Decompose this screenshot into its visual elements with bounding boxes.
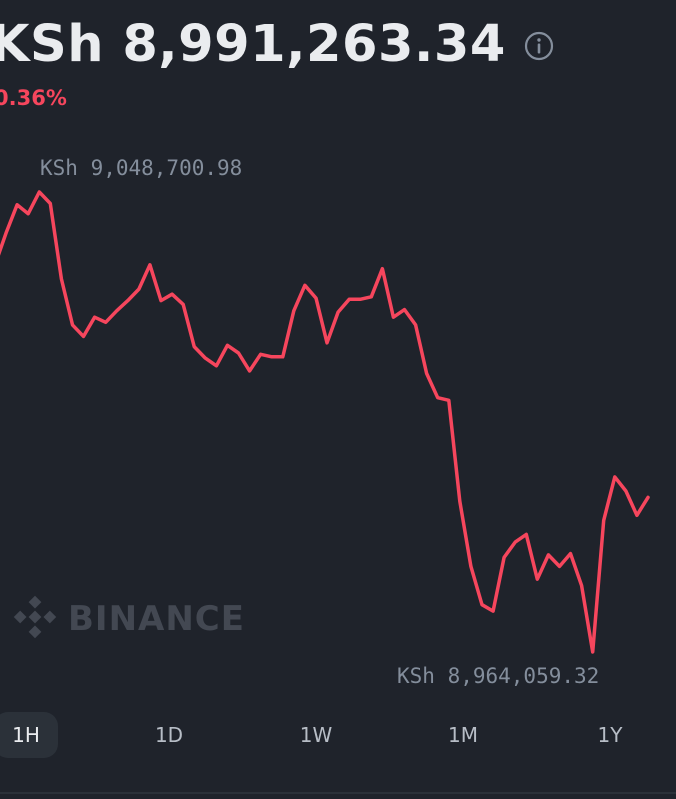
timeframe-tabs: 1H 1D 1W 1M 1Y <box>0 712 676 758</box>
info-icon[interactable] <box>524 31 554 61</box>
tab-1d[interactable]: 1D <box>154 723 184 747</box>
watermark-text: BINANCE <box>68 599 245 639</box>
tab-1h[interactable]: 1H <box>0 712 58 758</box>
high-price-label: KSh 9,048,700.98 <box>40 156 243 180</box>
price-row: KSh 8,991,263.34 <box>0 8 554 80</box>
price-chart <box>0 190 650 654</box>
tab-1y[interactable]: 1Y <box>597 723 623 747</box>
current-price: KSh 8,991,263.34 <box>0 14 506 74</box>
price-line <box>0 190 650 654</box>
tab-1m[interactable]: 1M <box>448 723 478 747</box>
bottom-divider <box>0 792 676 794</box>
low-price-label: KSh 8,964,059.32 <box>397 664 600 688</box>
binance-logo-icon <box>12 594 58 644</box>
binance-watermark: BINANCE <box>12 594 245 644</box>
price-change-percent: 0.36% <box>0 86 67 110</box>
tab-1w[interactable]: 1W <box>299 723 333 747</box>
